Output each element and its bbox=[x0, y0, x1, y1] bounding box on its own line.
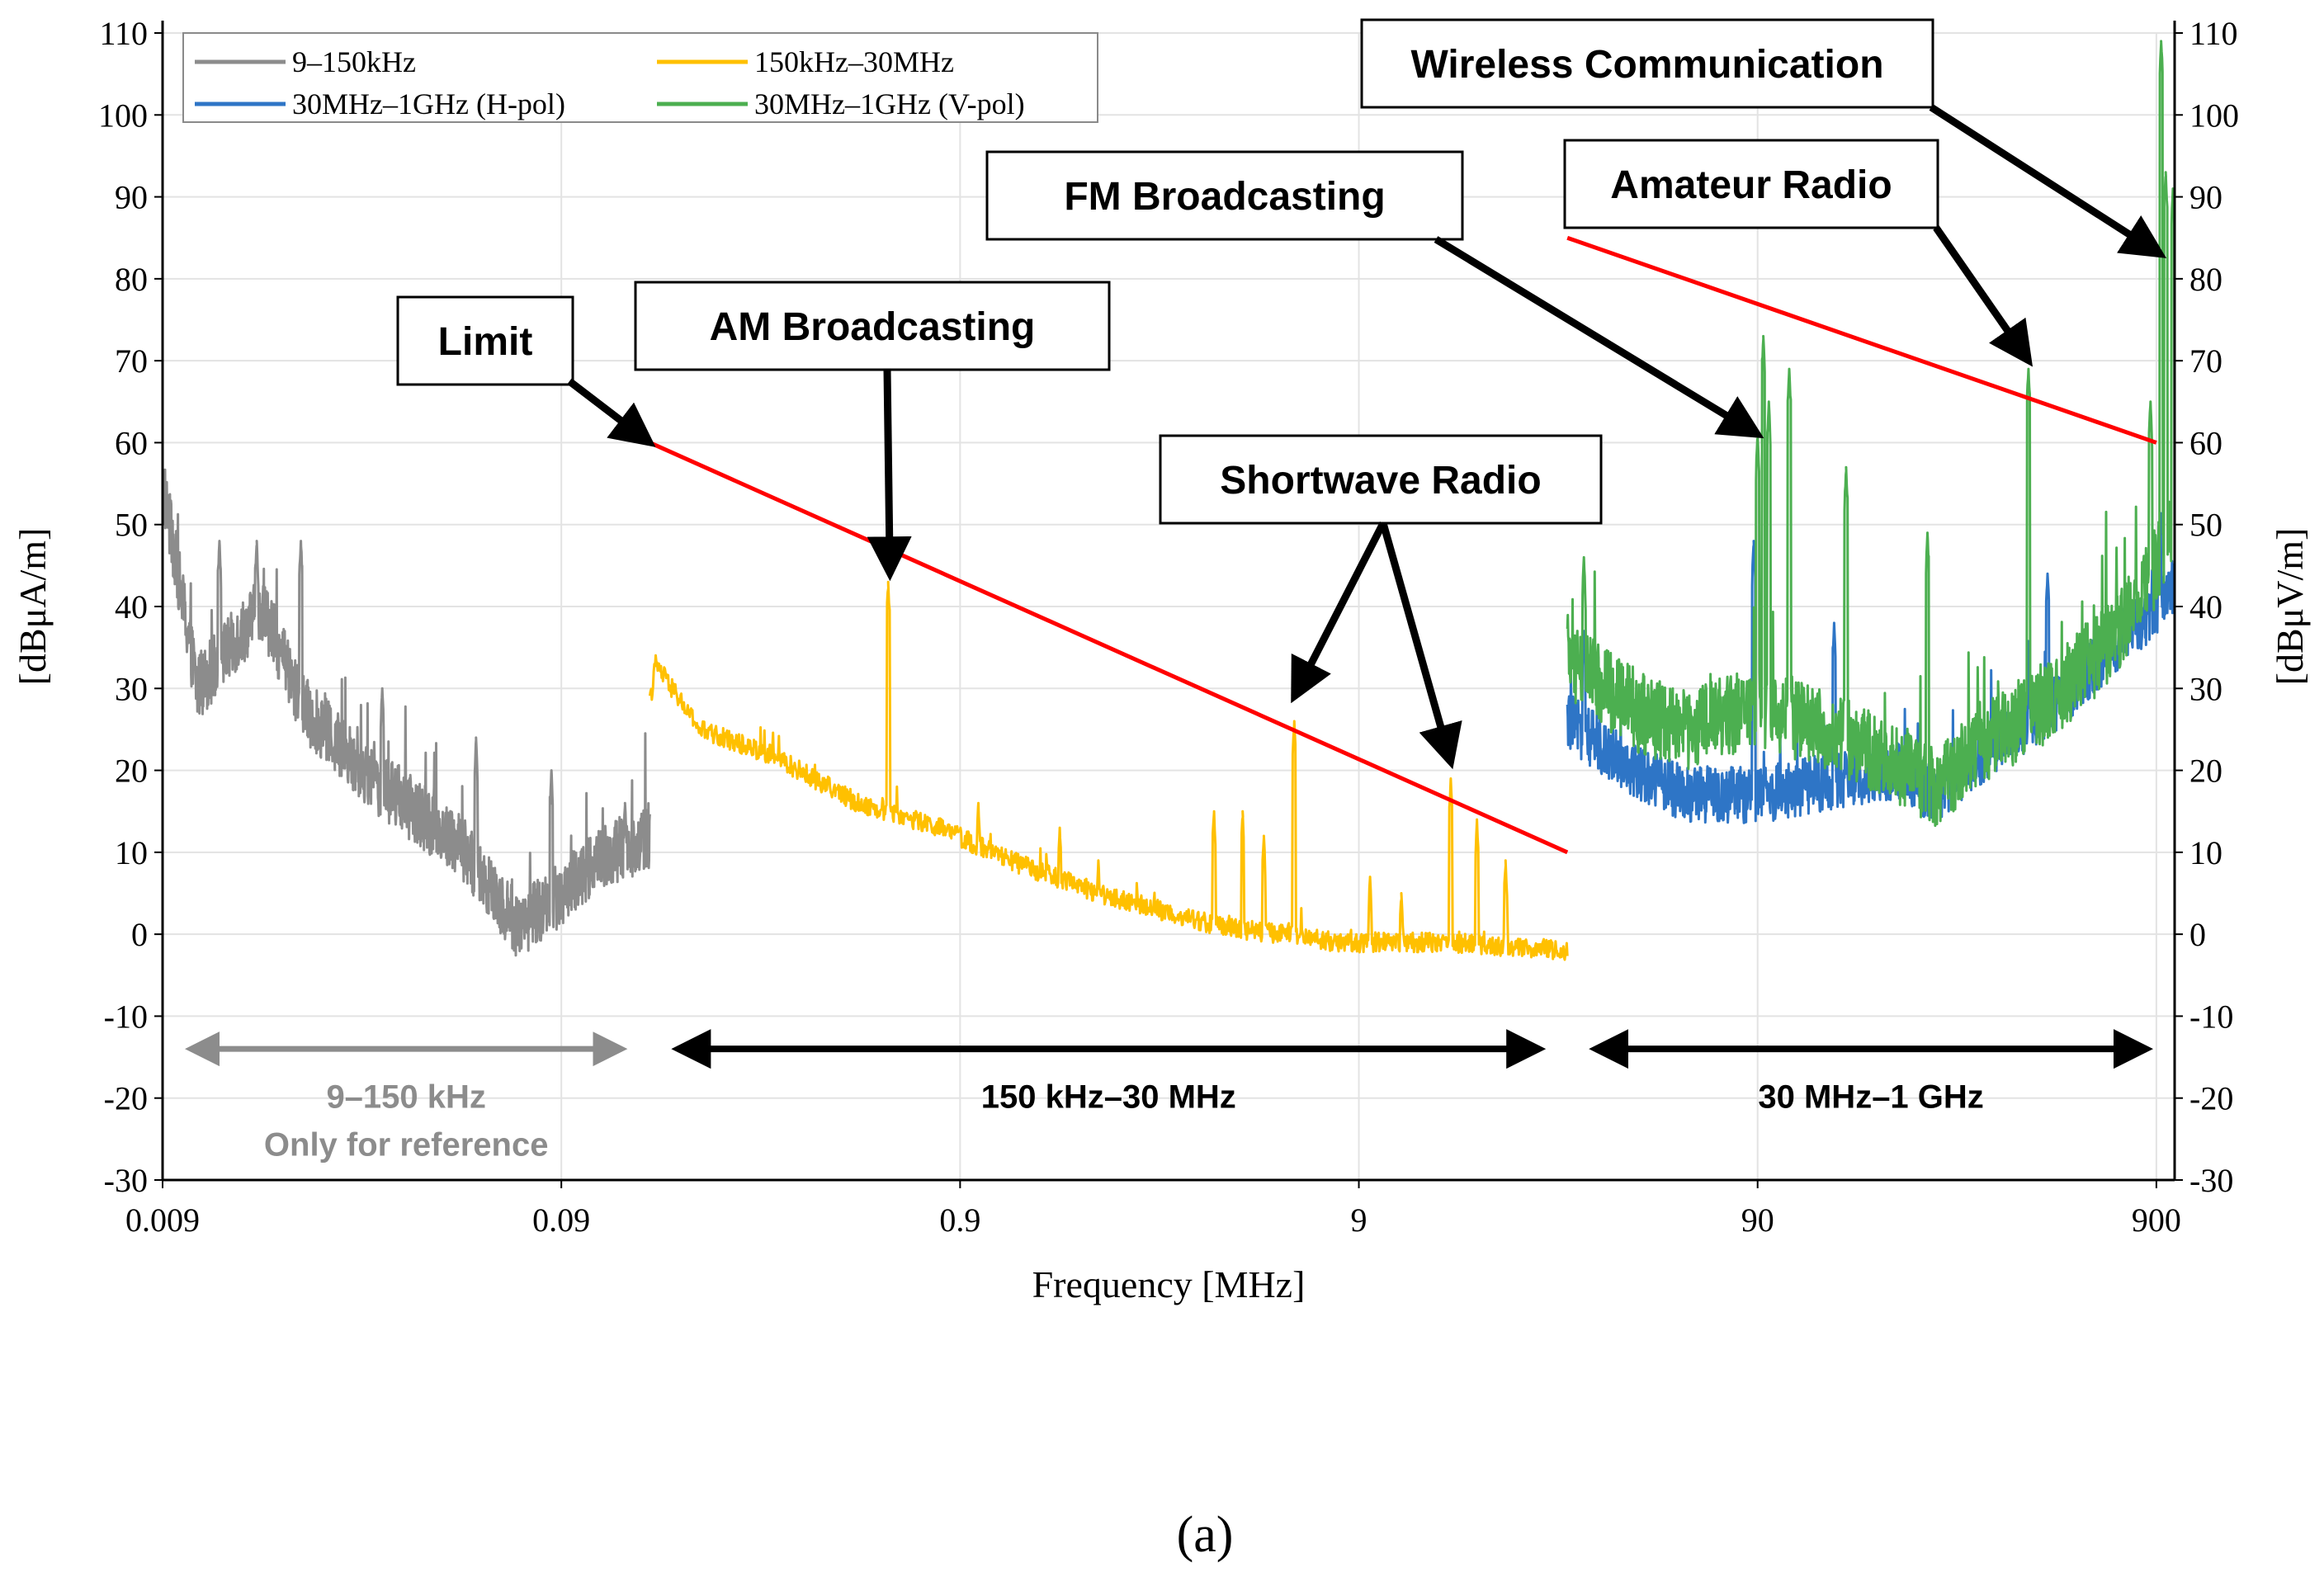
y-tick-label-right: 70 bbox=[2189, 342, 2222, 380]
legend: 9–150kHz 150kHz–30MHz 30MHz–1GHz (H-pol) 30… bbox=[182, 32, 1098, 123]
y-tick-label-left: 100 bbox=[98, 97, 148, 134]
y-tick-label-left: 10 bbox=[115, 834, 148, 871]
y-axis-label-right: [dBμV/m] bbox=[2269, 528, 2311, 686]
annotation-label: Wireless Communication bbox=[1410, 43, 1883, 87]
y-tick-label-left: 80 bbox=[115, 261, 148, 298]
legend-label: 30MHz–1GHz (H-pol) bbox=[292, 87, 565, 120]
y-tick-label-left: 70 bbox=[115, 342, 148, 380]
y-tick-label-right: -20 bbox=[2189, 1080, 2233, 1117]
y-tick-label-right: 80 bbox=[2189, 261, 2222, 298]
annotation-arrow bbox=[1434, 236, 1764, 439]
y-tick-label-right: 110 bbox=[2189, 15, 2238, 52]
y-tick-label-left: 0 bbox=[131, 916, 148, 953]
legend-label: 30MHz–1GHz (V-pol) bbox=[754, 87, 1025, 120]
annotation-label: AM Broadcasting bbox=[710, 305, 1036, 349]
x-tick-label: 0.09 bbox=[532, 1201, 590, 1239]
range-label: Only for reference bbox=[264, 1127, 549, 1164]
annotation-label: Shortwave Radio bbox=[1220, 459, 1541, 503]
frequency-ranges: 9–150 kHz Only for reference 150 kHz–30 MH… bbox=[185, 1029, 2153, 1164]
series-line-0 bbox=[163, 467, 651, 957]
y-axis-label-left: [dBμA/m] bbox=[12, 528, 54, 686]
x-tick-label: 900 bbox=[2132, 1201, 2181, 1239]
y-tick-label-right: 40 bbox=[2189, 588, 2222, 625]
figure-caption: (a) bbox=[1177, 1507, 1234, 1563]
annotation-arrow bbox=[1291, 521, 1387, 704]
annotation-arrow bbox=[1933, 225, 2034, 367]
legend-label: 9–150kHz bbox=[292, 45, 416, 78]
range-label: 9–150 kHz bbox=[326, 1079, 485, 1116]
legend-box bbox=[182, 32, 1098, 123]
x-tick-label: 90 bbox=[1741, 1201, 1774, 1239]
y-tick-label-right: -10 bbox=[2189, 998, 2233, 1035]
y-tick-label-left: 50 bbox=[115, 507, 148, 544]
y-tick-label-left: 20 bbox=[115, 753, 148, 790]
annotation-label: Limit bbox=[438, 320, 533, 364]
y-tick-label-right: 90 bbox=[2189, 179, 2222, 216]
y-tick-label-right: -30 bbox=[2189, 1162, 2233, 1199]
range-label: 30 MHz–1 GHz bbox=[1758, 1079, 1983, 1116]
annotation-box bbox=[396, 295, 574, 386]
annotation-box bbox=[985, 150, 1464, 241]
y-tick-label-right: 10 bbox=[2189, 834, 2222, 871]
annotation-box bbox=[634, 281, 1111, 371]
x-tick-label: 9 bbox=[1351, 1201, 1367, 1239]
limit-line-segment bbox=[649, 441, 1569, 855]
series-layer bbox=[163, 40, 2175, 961]
y-tick-label-right: 20 bbox=[2189, 753, 2222, 790]
y-tick-label-right: 30 bbox=[2189, 670, 2222, 707]
y-tick-label-left: -30 bbox=[104, 1162, 148, 1199]
annotation-arrow bbox=[567, 378, 656, 447]
annotation-box bbox=[1159, 434, 1603, 525]
annotation-arrow bbox=[1929, 104, 2167, 258]
series-line-3 bbox=[1566, 40, 2175, 828]
limit-layer bbox=[649, 235, 2157, 855]
annotation-box bbox=[1360, 18, 1934, 109]
y-tick-label-left: 110 bbox=[99, 15, 148, 52]
y-tick-label-right: 60 bbox=[2189, 424, 2222, 461]
annotation-box bbox=[1563, 139, 1939, 229]
y-tick-label-right: 100 bbox=[2189, 97, 2239, 134]
annotation-label: FM Broadcasting bbox=[1064, 175, 1385, 219]
range-label: 150 kHz–30 MHz bbox=[981, 1079, 1236, 1116]
y-tick-label-right: 50 bbox=[2189, 507, 2222, 544]
limit-line-segment bbox=[1566, 235, 2157, 445]
y-tick-label-left: 60 bbox=[115, 424, 148, 461]
annotation-arrow bbox=[867, 369, 912, 582]
legend-label: 150kHz–30MHz bbox=[754, 45, 954, 78]
y-tick-label-right: 0 bbox=[2189, 916, 2206, 953]
y-tick-label-left: -20 bbox=[104, 1080, 148, 1117]
series-line-1 bbox=[648, 580, 1569, 961]
axes bbox=[161, 21, 2176, 1182]
y-tick-label-left: -10 bbox=[104, 998, 148, 1035]
annotations: Limit AM Broadcasting Shortwave Radio FM Br… bbox=[396, 18, 2167, 770]
annotation-label: Amateur Radio bbox=[1610, 163, 1892, 207]
annotation-arrow bbox=[1379, 522, 1462, 770]
x-tick-label: 0.9 bbox=[939, 1201, 980, 1239]
tick-labels: -30 -30 -20 -20 -10 -10 0 0 10 10 20 20 30 30 40 40 50 50… bbox=[98, 15, 2239, 1239]
x-axis-label: Frequency [MHz] bbox=[1032, 1263, 1306, 1305]
y-tick-label-left: 90 bbox=[115, 179, 148, 216]
x-tick-label: 0.009 bbox=[125, 1201, 200, 1239]
y-tick-label-left: 40 bbox=[115, 588, 148, 625]
y-tick-label-left: 30 bbox=[115, 670, 148, 707]
